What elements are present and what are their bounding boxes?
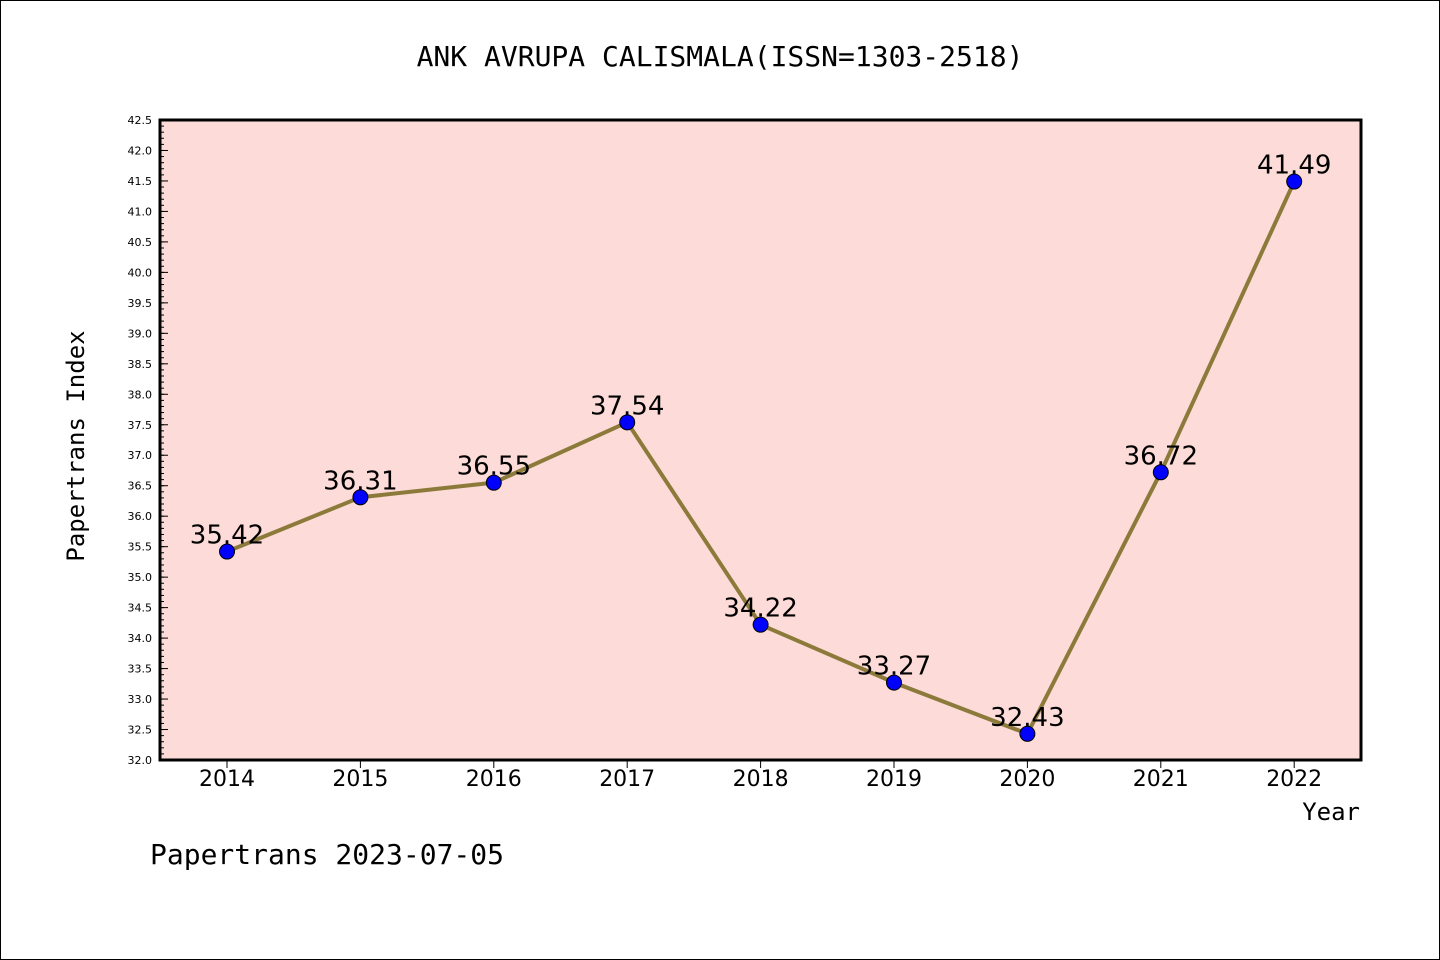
x-tick-label: 2017 xyxy=(599,767,655,792)
y-tick-label: 39.0 xyxy=(128,327,153,340)
y-tick-label: 42.0 xyxy=(128,144,153,157)
x-tick-label: 2021 xyxy=(1133,767,1189,792)
y-axis-ticks: 32.0 32.5 33.0 33.5 34.0 34.5 35.0 35.5 36.0 36.5… xyxy=(128,114,168,767)
y-tick-label: 35.5 xyxy=(128,541,153,554)
plot-border xyxy=(158,118,1363,762)
x-axis-ticks: 2014 2015 2016 2017 2018 2019 2020 2021 2022 xyxy=(199,760,1322,792)
data-label: 35.42 xyxy=(190,521,264,551)
data-label: 36.72 xyxy=(1124,441,1198,471)
y-tick-label: 37.5 xyxy=(128,419,153,432)
data-label: 36.31 xyxy=(323,466,397,496)
x-tick-label: 2015 xyxy=(332,767,388,792)
y-tick-label: 41.5 xyxy=(128,175,153,188)
data-point xyxy=(619,414,636,431)
data-label: 41.49 xyxy=(1257,151,1331,181)
data-label: 34.22 xyxy=(723,594,797,624)
y-tick-label: 37.0 xyxy=(128,449,153,462)
data-label: 33.27 xyxy=(857,652,931,682)
x-tick-label: 2019 xyxy=(866,767,922,792)
data-label: 36.55 xyxy=(457,452,531,482)
data-point xyxy=(1152,464,1169,481)
data-point xyxy=(485,474,502,491)
y-tick-label: 38.5 xyxy=(128,358,153,371)
data-point xyxy=(752,616,769,633)
data-label: 32.43 xyxy=(990,703,1064,733)
y-tick-label: 39.5 xyxy=(128,297,153,310)
x-axis-label: Year xyxy=(1302,798,1360,826)
y-tick-label: 38.0 xyxy=(128,388,153,401)
y-tick-label: 32.5 xyxy=(128,724,153,737)
y-tick-label: 33.5 xyxy=(128,663,153,676)
chart-title: ANK AVRUPA CALISMALA(ISSN=1303-2518) xyxy=(417,40,1024,73)
data-labels-group: 35.42 36.31 36.55 37.54 34.22 33.27 32.43 36.72… xyxy=(190,151,1332,733)
x-tick-label: 2016 xyxy=(466,767,522,792)
x-tick-label: 2022 xyxy=(1266,767,1322,792)
x-tick-label: 2018 xyxy=(733,767,789,792)
data-point xyxy=(1286,173,1303,190)
data-label: 37.54 xyxy=(590,391,664,421)
y-tick-label: 36.5 xyxy=(128,480,153,493)
footer-watermark: Papertrans 2023-07-05 xyxy=(150,838,504,871)
data-point xyxy=(1019,725,1036,742)
y-tick-label: 36.0 xyxy=(128,510,153,523)
data-point xyxy=(219,543,235,560)
y-tick-label: 32.0 xyxy=(128,754,153,767)
y-tick-label: 40.0 xyxy=(128,266,153,279)
y-tick-label: 35.0 xyxy=(128,571,153,584)
y-tick-label: 33.0 xyxy=(128,693,153,706)
y-tick-label: 41.0 xyxy=(128,205,153,218)
y-tick-label: 34.0 xyxy=(128,632,153,645)
data-point xyxy=(352,489,369,506)
x-tick-label: 2020 xyxy=(999,767,1055,792)
x-tick-label: 2014 xyxy=(199,767,255,792)
y-tick-label: 40.5 xyxy=(128,236,153,249)
data-point xyxy=(886,674,902,691)
plot-area xyxy=(160,120,1361,760)
y-tick-label: 42.5 xyxy=(128,114,153,127)
y-tick-label: 34.5 xyxy=(128,602,153,615)
series-points-group xyxy=(219,173,1303,742)
y-axis-label: Papertrans Index xyxy=(62,330,90,561)
